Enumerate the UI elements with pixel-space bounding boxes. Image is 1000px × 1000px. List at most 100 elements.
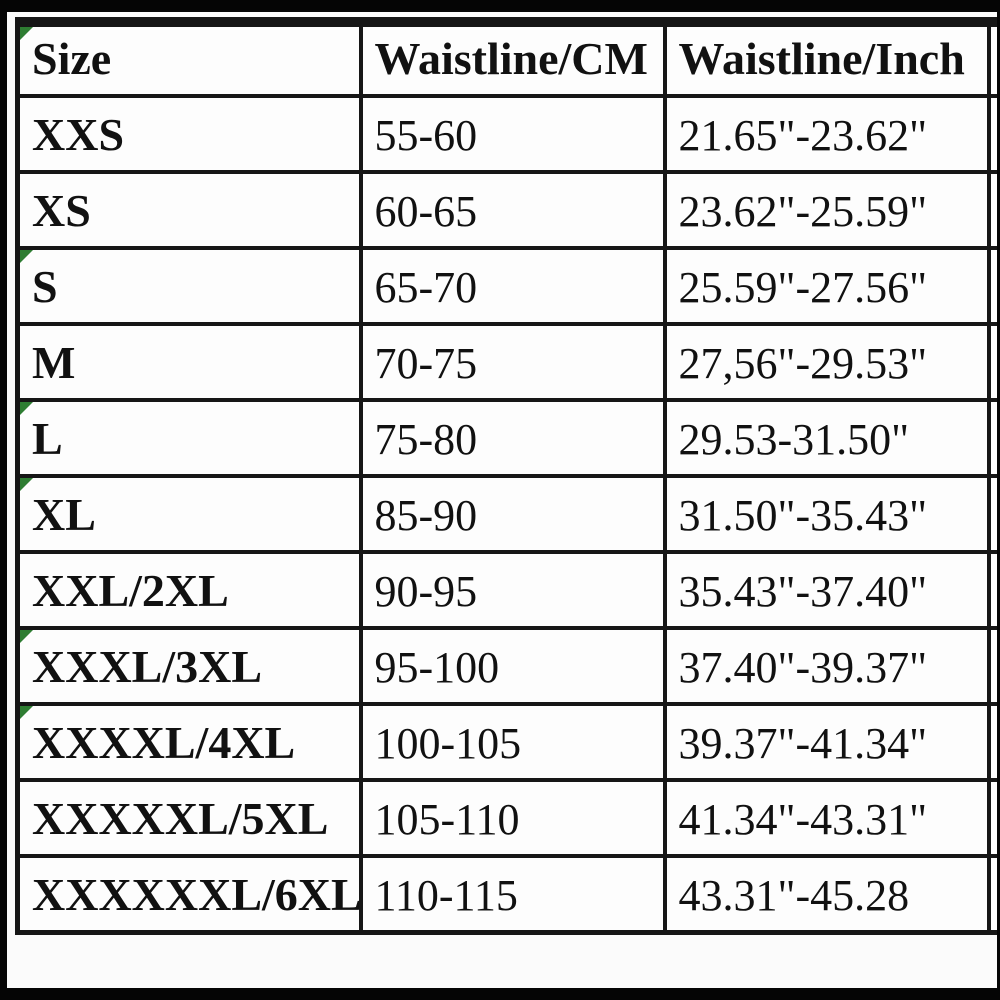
- waistline-inch-value: 39.37"-41.34": [678, 719, 928, 768]
- waistline-inch-value: 29.53-31.50": [678, 415, 910, 464]
- waistline-cm-value: 70-75: [374, 339, 478, 388]
- table-row: XXXL/3XL 95-100 37.40"-39.37": [15, 626, 997, 706]
- header-waistline-cm-label: Waistline/CM: [374, 33, 648, 84]
- waistline-cm-cell: 90-95: [358, 550, 667, 630]
- table-row: L 75-80 29.53-31.50": [15, 398, 997, 478]
- size-cell: XL: [15, 474, 363, 554]
- waistline-inch-value: 21.65"-23.62": [678, 111, 928, 160]
- clipped-next-column-cell: [986, 626, 997, 706]
- size-value: XXL/2XL: [32, 565, 229, 616]
- size-cell: XXXXXL/5XL: [15, 778, 363, 858]
- size-cell: XXXL/3XL: [15, 626, 363, 706]
- cell-corner-marker: [21, 708, 33, 719]
- table-row: M 70-75 27,56"-29.53": [15, 322, 997, 402]
- table-row: XXXXL/4XL 100-105 39.37"-41.34": [15, 702, 997, 782]
- header-size: Size: [15, 20, 363, 98]
- clipped-next-column-cell: [986, 170, 997, 250]
- size-value: XXXXXL/5XL: [32, 793, 329, 844]
- size-cell: M: [15, 322, 363, 402]
- waistline-cm-value: 65-70: [374, 263, 478, 312]
- page-background: Size Waistline/CM Waistline/Inch XXS 55-…: [7, 12, 997, 988]
- clipped-next-column-cell: [986, 854, 997, 934]
- waistline-inch-value: 31.50"-35.43": [678, 491, 928, 540]
- waistline-inch-cell: 37.40"-39.37": [662, 626, 991, 706]
- clipped-next-column-cell: [986, 550, 997, 630]
- waistline-inch-cell: 21.65"-23.62": [662, 94, 991, 174]
- table-row: XL 85-90 31.50"-35.43": [15, 474, 997, 554]
- size-cell: S: [15, 246, 363, 326]
- waistline-cm-value: 110-115: [374, 870, 518, 920]
- waistline-cm-value: 85-90: [374, 491, 478, 540]
- waistline-cm-value: 55-60: [374, 111, 478, 160]
- waistline-inch-value: 25.59"-27.56": [678, 263, 928, 312]
- waistline-inch-cell: 23.62"-25.59": [662, 170, 991, 250]
- waistline-inch-value: 35.43"-37.40": [678, 567, 928, 616]
- waistline-cm-cell: 85-90: [358, 474, 667, 554]
- table-row: XXL/2XL 90-95 35.43"-37.40": [15, 550, 997, 630]
- size-cell: XXXXL/4XL: [15, 702, 363, 782]
- size-value: XXXXXXL/6XL: [32, 868, 361, 920]
- cell-corner-marker: [21, 27, 33, 40]
- waistline-inch-value: 23.62"-25.59": [678, 187, 928, 236]
- waistline-cm-cell: 65-70: [358, 246, 667, 326]
- waistline-inch-value: 41.34"-43.31": [678, 795, 928, 844]
- clipped-next-column-cell: [986, 778, 997, 858]
- waistline-inch-value: 27,56"-29.53": [678, 339, 928, 388]
- cell-corner-marker: [21, 480, 33, 491]
- clipped-next-column-cell: [986, 246, 997, 326]
- waistline-cm-cell: 70-75: [358, 322, 667, 402]
- waistline-cm-value: 100-105: [374, 719, 522, 768]
- header-size-label: Size: [32, 33, 112, 84]
- waistline-cm-value: 105-110: [374, 795, 520, 844]
- size-cell: L: [15, 398, 363, 478]
- waistline-cm-cell: 55-60: [358, 94, 667, 174]
- size-value: XXXXL/4XL: [32, 717, 296, 768]
- clipped-next-column-header: [986, 20, 997, 98]
- size-value: XL: [32, 489, 96, 540]
- table-row: XXS 55-60 21.65"-23.62": [15, 94, 997, 174]
- waistline-cm-cell: 105-110: [358, 778, 667, 858]
- waistline-inch-value: 43.31"-45.28: [678, 870, 910, 920]
- size-value: XXS: [32, 109, 125, 160]
- waistline-cm-cell: 95-100: [358, 626, 667, 706]
- header-waistline-inch: Waistline/Inch: [662, 20, 991, 98]
- size-value: M: [32, 337, 76, 388]
- clipped-next-column-cell: [986, 474, 997, 554]
- cell-corner-marker: [21, 632, 33, 643]
- waistline-cm-value: 60-65: [374, 187, 478, 236]
- table-row: XXXXXL/5XL 105-110 41.34"-43.31": [15, 778, 997, 858]
- size-value: L: [32, 413, 63, 464]
- waistline-cm-cell: 100-105: [358, 702, 667, 782]
- table-row: XXXXXXL/6XL 110-115 43.31"-45.28: [15, 854, 997, 934]
- waistline-cm-cell: 75-80: [358, 398, 667, 478]
- waistline-cm-value: 90-95: [374, 567, 478, 616]
- waistline-inch-cell: 41.34"-43.31": [662, 778, 991, 858]
- waistline-cm-cell: 60-65: [358, 170, 667, 250]
- waistline-cm-value: 75-80: [374, 415, 478, 464]
- size-value: S: [32, 261, 58, 312]
- size-cell: XXXXXXL/6XL: [15, 854, 363, 934]
- clipped-next-column-cell: [986, 702, 997, 782]
- waistline-inch-cell: 29.53-31.50": [662, 398, 991, 478]
- waistline-cm-cell: 110-115: [358, 854, 667, 934]
- waistline-inch-cell: 39.37"-41.34": [662, 702, 991, 782]
- waistline-inch-cell: 31.50"-35.43": [662, 474, 991, 554]
- size-chart-table: Size Waistline/CM Waistline/Inch XXS 55-…: [15, 17, 997, 935]
- size-cell: XS: [15, 170, 363, 250]
- waistline-inch-cell: 27,56"-29.53": [662, 322, 991, 402]
- waistline-cm-value: 95-100: [374, 643, 500, 692]
- cell-corner-marker: [21, 252, 33, 263]
- size-cell: XXL/2XL: [15, 550, 363, 630]
- waistline-inch-cell: 43.31"-45.28: [662, 854, 991, 934]
- header-row: Size Waistline/CM Waistline/Inch: [15, 20, 997, 98]
- size-value: XXXL/3XL: [32, 641, 263, 692]
- waistline-inch-value: 37.40"-39.37": [678, 643, 928, 692]
- header-waistline-cm: Waistline/CM: [358, 20, 667, 98]
- header-waistline-inch-label: Waistline/Inch: [678, 33, 965, 84]
- table-row: S 65-70 25.59"-27.56": [15, 246, 997, 326]
- waistline-inch-cell: 25.59"-27.56": [662, 246, 991, 326]
- clipped-next-column-cell: [986, 94, 997, 174]
- size-value: XS: [32, 185, 91, 236]
- cell-corner-marker: [21, 404, 33, 415]
- size-cell: XXS: [15, 94, 363, 174]
